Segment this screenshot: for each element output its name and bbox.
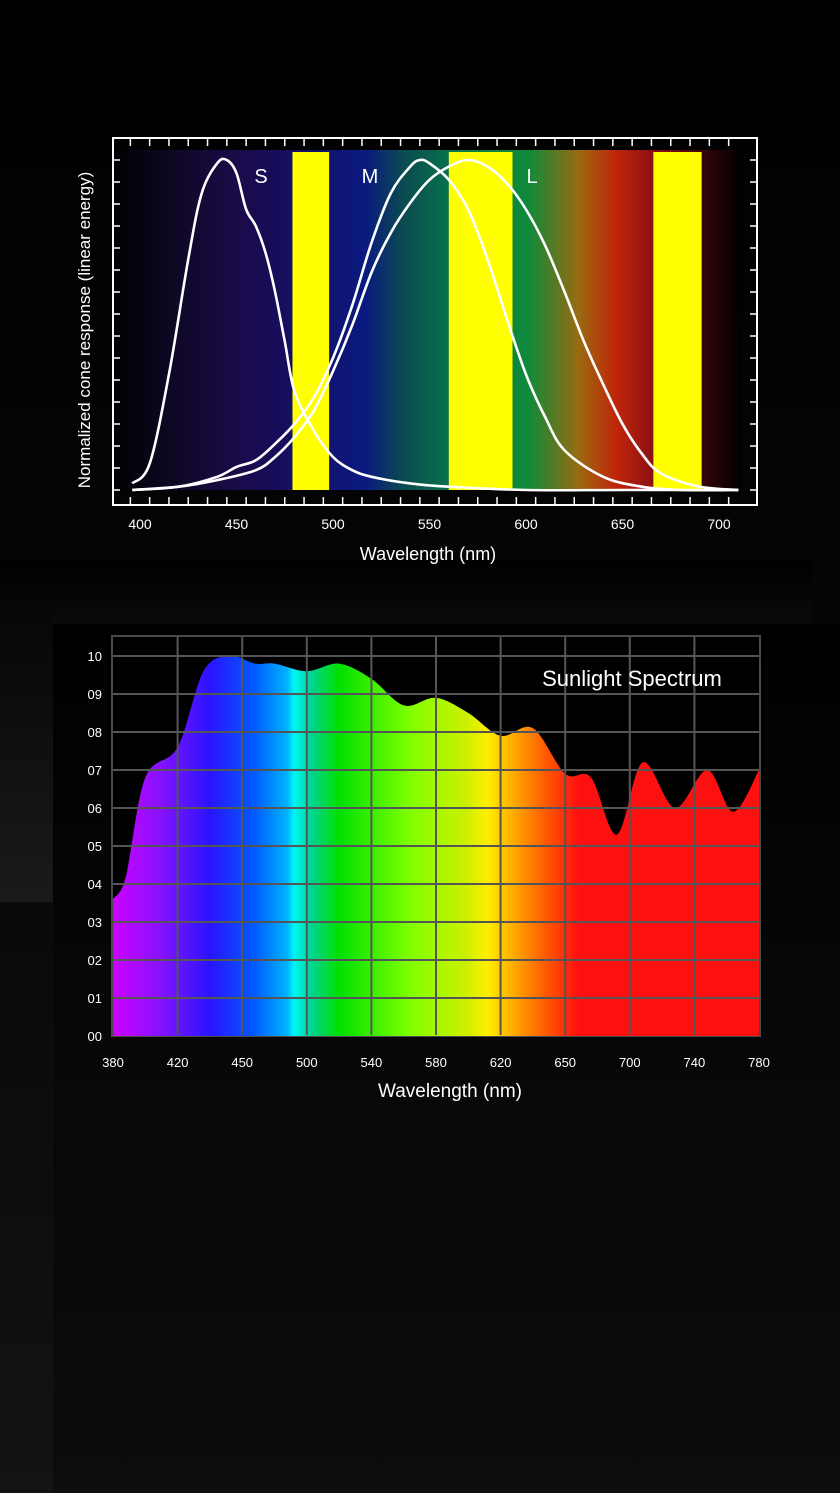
x-tick-label: 500 (296, 1055, 318, 1070)
cone-response-chart: 400 450 500 550 600 650 700 S M L Wavelength (nm… (75, 137, 758, 564)
x-tick-label: 650 (554, 1055, 576, 1070)
x-tick-label: 780 (748, 1055, 770, 1070)
x-tick-labels: 380 420 450 500 540 580 620 650 700 740 780 (102, 1055, 770, 1070)
x-tick-labels: 400 450 500 550 600 650 700 (128, 516, 731, 532)
y-tick-label: 10 (88, 649, 102, 664)
x-axis-title: Wavelength (nm) (378, 1081, 522, 1102)
curve-S (131, 157, 739, 492)
x-tick-label: 540 (361, 1055, 383, 1070)
x-axis-title: Wavelength (nm) (360, 544, 496, 564)
y-tick-label: 08 (88, 725, 102, 740)
plot-background (114, 150, 742, 490)
x-tick-label: 550 (418, 516, 442, 532)
y-tick-labels: 00 01 02 03 04 05 06 07 08 09 10 (88, 649, 102, 1044)
x-tick-label: 420 (167, 1055, 189, 1070)
y-tick-label: 05 (88, 839, 102, 854)
x-tick-label: 700 (707, 516, 731, 532)
curve-M (132, 158, 739, 492)
x-tick-label: 620 (490, 1055, 512, 1070)
background-strip-left (0, 600, 53, 902)
highlight-band-2 (448, 152, 513, 490)
x-tick-label: 740 (684, 1055, 706, 1070)
curve-label-L: L (526, 166, 537, 188)
highlight-bands (292, 152, 702, 490)
y-tick-label: 03 (88, 915, 102, 930)
x-tick-label: 600 (514, 516, 538, 532)
x-tick-label: 400 (128, 516, 152, 532)
x-tick-label: 580 (425, 1055, 447, 1070)
plot-frame (112, 137, 758, 506)
cone-curves (131, 157, 739, 492)
grid-lines (113, 637, 759, 1035)
highlight-band-1 (292, 152, 330, 490)
y-tick-label: 04 (88, 877, 102, 892)
curve-L (132, 158, 739, 492)
frame-ticks (114, 139, 756, 504)
y-tick-label: 02 (88, 953, 102, 968)
curve-label-S: S (254, 166, 267, 188)
x-tick-label: 650 (611, 516, 635, 532)
y-tick-label: 01 (88, 991, 102, 1006)
y-tick-label: 09 (88, 687, 102, 702)
x-tick-label: 450 (225, 516, 249, 532)
chart-title: Sunlight Spectrum (542, 666, 722, 691)
x-tick-label: 700 (619, 1055, 641, 1070)
curve-label-M: M (362, 166, 379, 188)
y-axis-title: Normalized cone response (linear energy) (75, 172, 94, 489)
background-strip (0, 560, 812, 624)
x-tick-label: 450 (231, 1055, 253, 1070)
y-tick-label: 07 (88, 763, 102, 778)
y-tick-label: 06 (88, 801, 102, 816)
x-tick-label: 500 (321, 516, 345, 532)
highlight-band-3 (653, 152, 702, 490)
sunlight-spectrum-chart: 00 01 02 03 04 05 06 07 08 09 10 380 420 450 500 540 58… (88, 635, 770, 1102)
y-tick-label: 00 (88, 1029, 102, 1044)
x-tick-label: 380 (102, 1055, 124, 1070)
